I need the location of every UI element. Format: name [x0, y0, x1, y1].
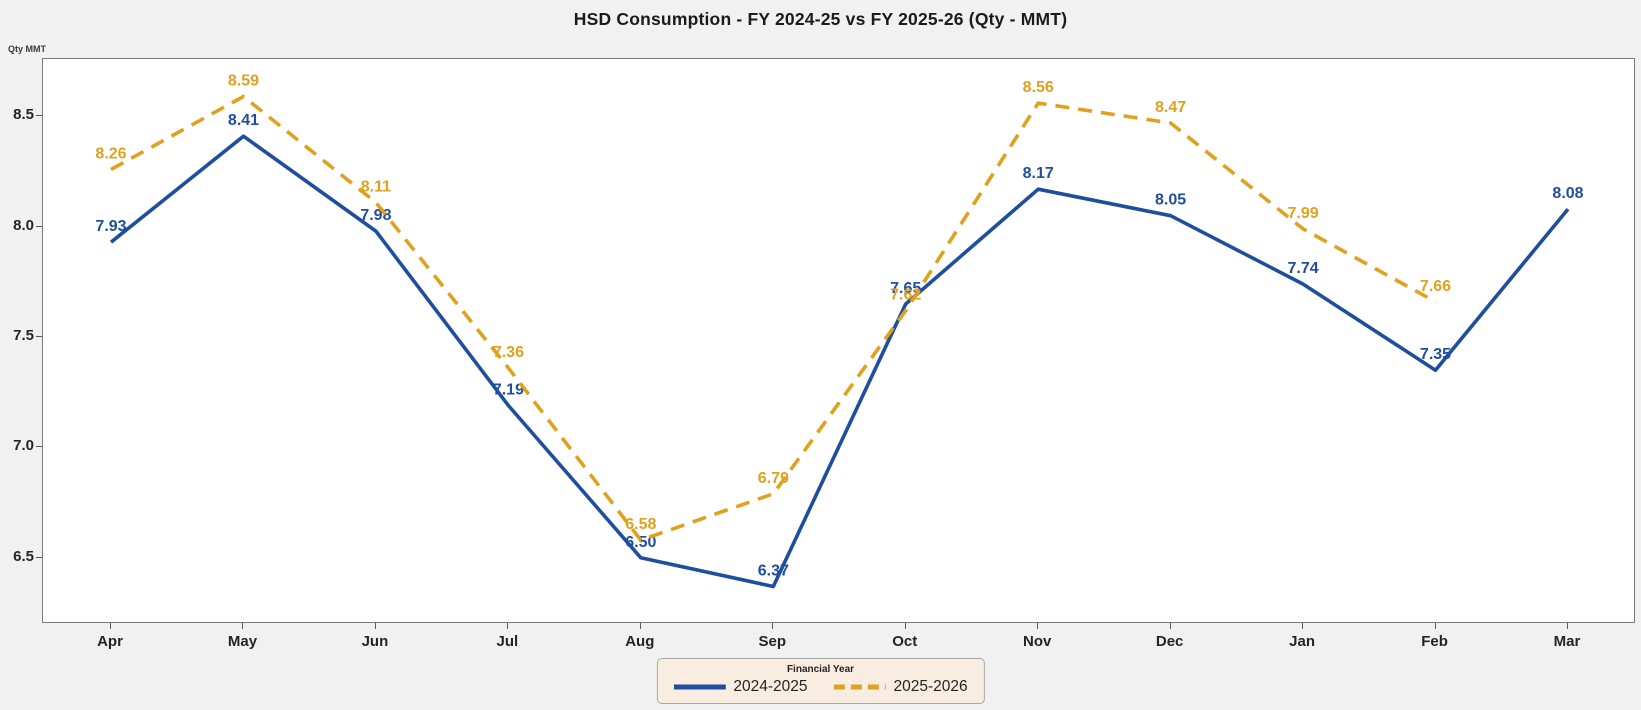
y-axis-tick: [36, 115, 42, 117]
x-tick-label-jul: Jul: [496, 633, 519, 650]
x-tick-label-nov: Nov: [1023, 633, 1052, 650]
data-label-2025-2026-may: 8.59: [228, 73, 259, 90]
x-tick-label-dec: Dec: [1155, 633, 1184, 650]
x-axis-tick: [1037, 623, 1039, 629]
line-chart-canvas: 7.93 8.41 7.98 7.19 6.50 6.37 7.65 8.17 8.05 7.74…: [95, 73, 1584, 589]
x-axis-tick: [242, 623, 244, 629]
data-label-2024-2025-mar: 8.08: [1552, 185, 1583, 202]
x-axis-tick: [1434, 623, 1436, 629]
data-label-2024-2025-sep: 6.37: [758, 563, 789, 580]
data-label-2024-2025-nov: 8.17: [1023, 165, 1054, 182]
data-label-2025-2026-aug: 6.58: [625, 516, 656, 533]
legend-item-2024-2025[interactable]: 2024-2025: [673, 678, 808, 696]
y-axis-tick: [36, 556, 42, 558]
x-tick-label-may: May: [227, 633, 258, 650]
x-axis-tick: [772, 623, 774, 629]
data-label-2024-2025-aug: 6.50: [625, 534, 656, 551]
y-axis-tick: [36, 446, 42, 448]
data-label-2025-2026-feb: 7.66: [1420, 278, 1451, 295]
x-axis-tick: [110, 623, 111, 629]
x-axis-tick: [507, 623, 509, 629]
y-axis-tick: [36, 225, 42, 227]
x-axis-tick: [1567, 623, 1568, 629]
data-label-2024-2025-may: 8.41: [228, 112, 259, 129]
chart-title: HSD Consumption - FY 2024-25 vs FY 2025-…: [573, 9, 1068, 29]
legend-item-label: 2024-2025: [733, 678, 808, 695]
legend-swatch-solid: [673, 684, 726, 690]
y-tick-label: 7.0: [13, 437, 34, 455]
data-label-2024-2025-jun: 7.98: [360, 207, 391, 224]
x-tick-label-jun: Jun: [361, 633, 389, 650]
legend: Financial Year 2024-2025 2025-2026: [656, 658, 985, 704]
x-axis-tick: [904, 623, 906, 629]
x-axis-tick: [1302, 623, 1304, 629]
y-tick-label: 7.5: [13, 327, 34, 345]
x-tick-label-jan: Jan: [1289, 633, 1315, 650]
data-label-2024-2025-apr: 7.93: [95, 218, 126, 235]
legend-title: Financial Year: [786, 664, 855, 675]
x-tick-label-feb: Feb: [1421, 633, 1448, 650]
data-label-2025-2026-apr: 8.26: [95, 145, 126, 162]
series-line-2025-2026: [110, 94, 1437, 542]
data-label-2025-2026-jul: 7.36: [493, 344, 524, 361]
x-axis-tick: [374, 623, 376, 629]
series-line-2024-2025: [109, 134, 1570, 589]
x-tick-label-apr: Apr: [97, 633, 123, 650]
data-label-2025-2026-dec: 8.47: [1155, 99, 1186, 116]
data-label-2024-2025-dec: 8.05: [1155, 192, 1186, 209]
plot-area: 7.93 8.41 7.98 7.19 6.50 6.37 7.65 8.17 8.05 7.74…: [42, 58, 1635, 623]
legend-entries: 2024-2025 2025-2026: [673, 678, 968, 696]
data-label-2024-2025-oct: 7.65: [890, 280, 921, 297]
data-label-2024-2025-jan: 7.74: [1288, 260, 1319, 277]
y-tick-label: 8.5: [13, 106, 34, 124]
legend-swatch-dashed: [833, 684, 886, 690]
data-label-2025-2026-nov: 8.56: [1023, 79, 1054, 96]
x-tick-label-sep: Sep: [758, 633, 787, 650]
y-axis-unit-label: Qty MMT: [8, 44, 46, 54]
data-label-2025-2026-jun: 8.11: [361, 179, 391, 196]
legend-item-label: 2025-2026: [893, 678, 968, 695]
x-axis-tick: [1169, 623, 1171, 629]
x-tick-label-mar: Mar: [1553, 633, 1581, 650]
data-label-2025-2026-oct: 7.62: [890, 287, 921, 304]
x-tick-label-oct: Oct: [892, 633, 918, 650]
data-label-2024-2025-jul: 7.19: [493, 382, 524, 399]
data-label-2025-2026-jan: 7.99: [1288, 205, 1319, 222]
x-axis-tick: [639, 623, 641, 629]
y-tick-label: 6.5: [13, 547, 34, 565]
data-label-2024-2025-feb: 7.35: [1420, 346, 1451, 363]
data-label-2025-2026-sep: 6.79: [758, 470, 789, 487]
y-tick-label: 8.0: [13, 216, 34, 234]
legend-item-2025-2026[interactable]: 2025-2026: [833, 678, 968, 696]
y-axis-tick: [36, 336, 42, 338]
x-tick-label-aug: Aug: [625, 633, 655, 650]
